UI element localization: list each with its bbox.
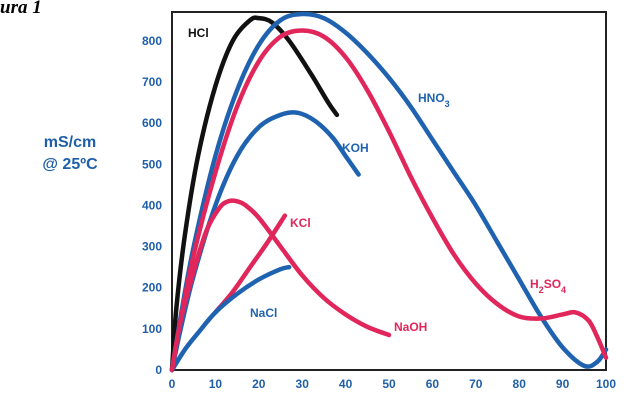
y-tick-label: 400 [142,198,162,212]
series-label-text: HNO [418,91,445,105]
x-tick-label: 50 [382,377,396,391]
plot-area-frame [171,11,607,371]
series-label-text: NaOH [394,320,427,334]
y-axis-label-temperature: @ 25ºC [42,156,98,173]
y-tick-label: 200 [142,281,162,295]
series-label-subscript: 4 [561,285,566,295]
y-tick-label: 600 [142,116,162,130]
series-label-kcl: KCl [290,216,311,230]
series-label-subscript: 2 [539,285,544,295]
figure-caption: ura 1 [0,0,42,18]
series-line-kcl [213,213,288,315]
series-label-hno3: HNO3 [418,91,450,109]
y-tick-label: 800 [142,34,162,48]
series-line-h2so4 [169,28,609,373]
y-axis-label: mS/cm @ 25ºC [30,132,110,176]
series-label-hcl: HCl [188,26,209,40]
series-label-text: KCl [290,216,311,230]
x-tick-label: 30 [296,377,310,391]
series-line-naoh [169,198,392,373]
series-label-nacl: NaCl [250,306,277,320]
x-tick-label: 10 [209,377,223,391]
x-tick-label: 80 [513,377,527,391]
series-label-koh: KOH [342,141,369,155]
series-line-hno3 [169,11,609,373]
x-tick-label: 90 [556,377,570,391]
series-label-text: HCl [188,26,209,40]
series-label-h2so4: H2SO4 [530,277,566,295]
x-tick-label: 40 [339,377,353,391]
x-tick-label: 100 [596,377,616,391]
x-tick-label: 60 [426,377,440,391]
y-tick-label: 700 [142,75,162,89]
series-label-text: H [530,277,539,291]
y-axis-label-unit: mS/cm [43,134,97,151]
series-label-text: KOH [342,141,369,155]
series-label-subscript: 3 [445,99,450,109]
x-tick-label: 20 [252,377,266,391]
x-tick-label: 0 [169,377,176,391]
y-tick-label: 500 [142,157,162,171]
series-line-hcl [169,15,340,373]
series-label-text: NaCl [250,306,277,320]
series-line-nacl [169,264,292,373]
x-tick-label: 70 [469,377,483,391]
series-label-naoh: NaOH [394,320,427,334]
y-tick-label: 300 [142,240,162,254]
y-tick-label: 100 [142,322,162,336]
y-tick-label: 0 [155,363,162,377]
series-label-text: SO [544,277,561,291]
